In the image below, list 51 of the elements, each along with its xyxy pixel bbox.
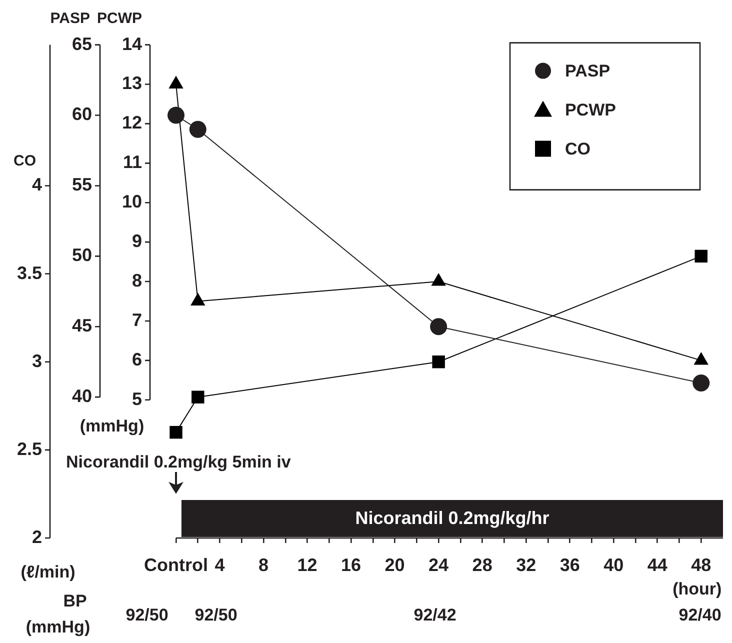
x-tick-label: 24: [428, 554, 449, 575]
legend-label: CO: [565, 139, 590, 158]
y2-tick-label: 60: [72, 104, 92, 124]
y-tick-label: 10: [122, 192, 142, 212]
y-tick-label: 8: [132, 270, 142, 291]
text: BP: [63, 592, 87, 611]
y2-axis-title: PASP: [50, 10, 90, 27]
y2-tick-label: 45: [72, 316, 92, 336]
y-tick-label: 11: [122, 152, 142, 172]
y-tick-label: 6: [132, 349, 142, 370]
y-axis-title: PCWP: [97, 10, 142, 27]
text: 92/50: [194, 606, 238, 625]
text: 92/50: [126, 606, 168, 625]
y3-tick-label: 2.5: [16, 438, 42, 459]
x-tick-label: 20: [384, 554, 405, 575]
text: (ℓ/min): [20, 562, 76, 582]
y-tick-label: 9: [132, 231, 142, 252]
ref-line-label: Nicorandil 0.2mg/kg 5min iv: [66, 452, 292, 472]
x-tick-label: 48: [691, 554, 712, 575]
legend-label: PCWP: [565, 100, 616, 120]
x-tick-label: 32: [516, 554, 536, 575]
x-tick-label: Control: [144, 554, 208, 575]
y2-tick-label: 55: [72, 174, 92, 195]
x-tick-label: 12: [297, 554, 318, 575]
y2-tick-label: 40: [72, 386, 92, 406]
text: (mmHg): [26, 618, 90, 637]
text: 92/40: [678, 606, 722, 625]
x-tick-label: 28: [472, 554, 492, 575]
y-tick-label: 13: [122, 73, 142, 94]
x-tick-label: 8: [258, 554, 269, 575]
x-tick-label: 44: [647, 554, 668, 575]
x-tick-label: 36: [560, 554, 580, 575]
y-tick-label: 7: [132, 310, 142, 330]
band-label: Nicorandil 0.2mg/kg/hr: [355, 508, 550, 528]
legend-label: PASP: [565, 61, 610, 80]
y3-tick-label: 2: [32, 526, 42, 547]
text: 92/42: [414, 606, 456, 625]
y3-tick-label: 3: [32, 350, 42, 371]
y-tick-label: 5: [132, 388, 142, 409]
x-tick-label: 4: [214, 554, 225, 575]
x-axis-title: (hour): [672, 580, 722, 599]
y3-tick-label: 4: [32, 174, 42, 195]
x-tick-label: 40: [604, 554, 624, 575]
y3-tick-label: 3.5: [16, 262, 42, 283]
x-tick-label: 16: [341, 554, 362, 575]
y-tick-label: 12: [122, 112, 142, 133]
text: (mmHg): [80, 416, 144, 436]
y3-axis-title: CO: [14, 152, 36, 170]
y2-tick-label: 65: [72, 34, 92, 54]
y-tick-label: 14: [122, 34, 142, 54]
y2-tick-label: 50: [72, 245, 92, 266]
